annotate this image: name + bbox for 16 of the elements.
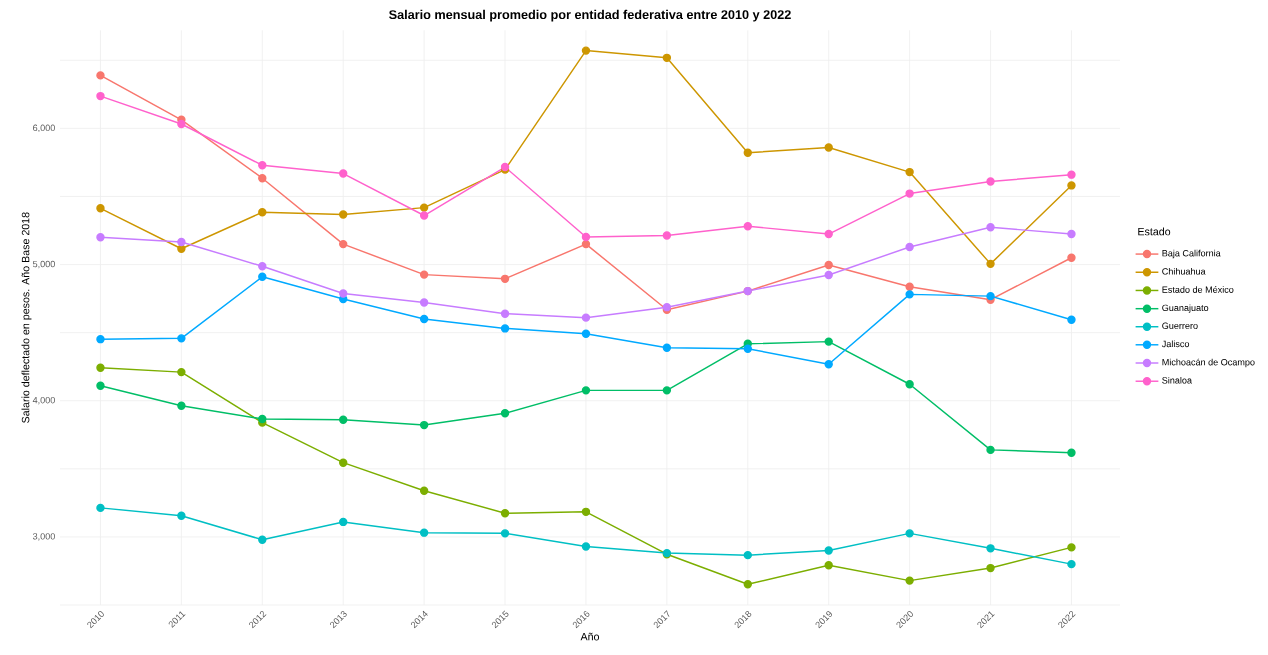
y-tick-label: 5,000 — [32, 260, 55, 269]
x-axis-title: Año — [580, 632, 600, 641]
legend-label: Jalisco — [1161, 340, 1190, 348]
legend-label: Guerrero — [1162, 322, 1198, 329]
chart-title: Salario mensual promedio por entidad federativa entre 2010 y 2022 — [389, 9, 791, 22]
y-tick-label: 4,000 — [32, 396, 55, 405]
y-tick-label: 3,000 — [32, 533, 55, 541]
y-tick-label: 6,000 — [33, 124, 55, 133]
legend-title: Estado — [1138, 227, 1171, 236]
legend-label: Baja California — [1162, 249, 1221, 259]
y-axis-title: Salario deflectado en pesos. Año Base 2018 — [21, 212, 32, 423]
legend-label: Chihuahua — [1162, 267, 1206, 275]
legend-label: Sinaloa — [1162, 376, 1192, 384]
legend-label: Estado de México — [1162, 286, 1234, 293]
legend-label: Michoacán de Ocampo — [1162, 358, 1255, 368]
legend-label: Guanajuato — [1162, 304, 1209, 313]
